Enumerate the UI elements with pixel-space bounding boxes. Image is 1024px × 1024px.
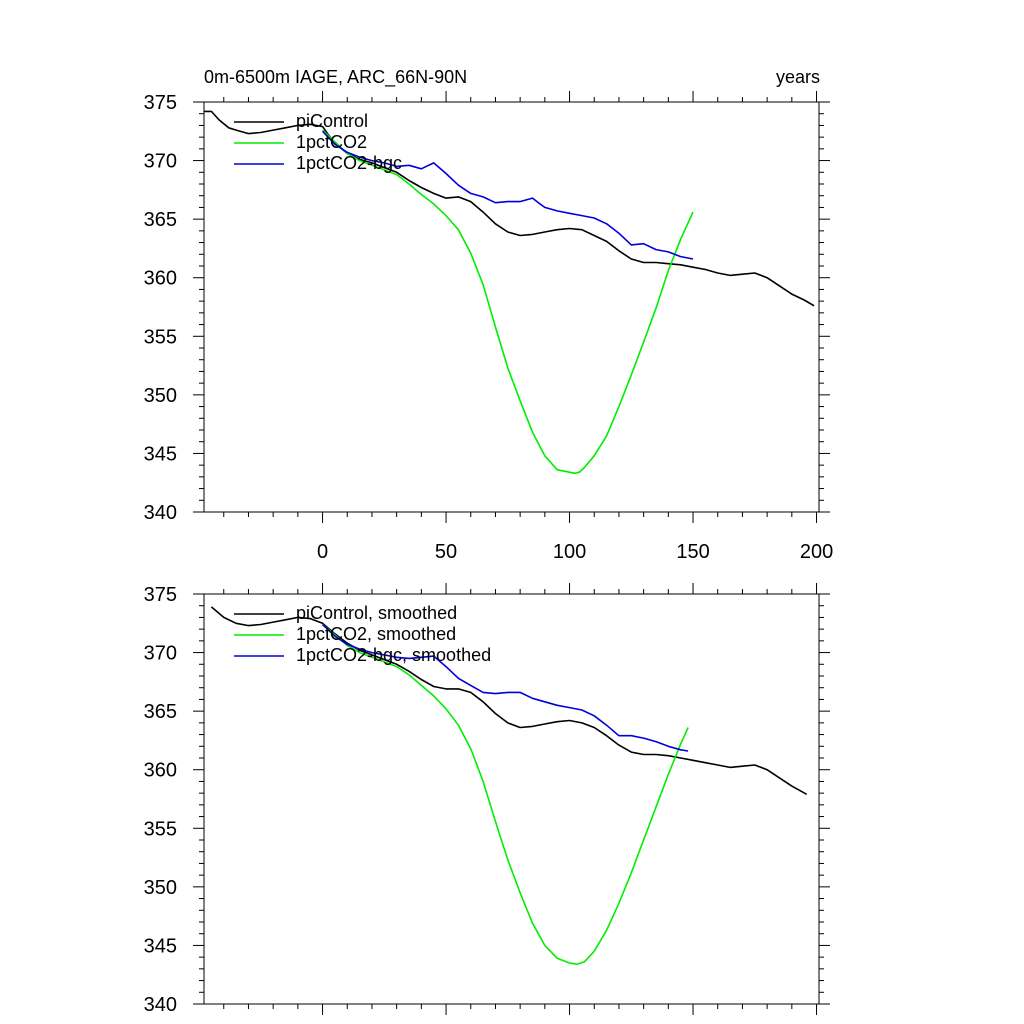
- series-lines: [204, 110, 815, 475]
- legend-label-1: 1pctCO2: [296, 132, 367, 152]
- series-line-0: [204, 110, 815, 307]
- y-tick-label: 360: [144, 760, 177, 782]
- x-tick-label: 150: [676, 541, 709, 563]
- series-line-2: [322, 130, 694, 260]
- series-line-1: [322, 129, 694, 475]
- y-tick-label: 355: [144, 818, 177, 840]
- y-tick-label: 345: [144, 935, 177, 957]
- series-line-0: [210, 606, 808, 796]
- y-tick-label: 345: [144, 443, 177, 465]
- y-tick-label: 375: [144, 584, 177, 606]
- y-tick-label: 350: [144, 877, 177, 899]
- legend-label-2: 1pctCO2-bgc, smoothed: [296, 645, 491, 665]
- axis-ticks: [193, 91, 830, 523]
- plot-frame: [203, 101, 820, 513]
- chart-title: 0m-6500m IAGE, ARC_66N-90N: [204, 67, 467, 88]
- series-lines: [210, 606, 808, 966]
- legend-label-0: piControl, smoothed: [296, 603, 457, 623]
- y-tick-label: 375: [144, 92, 177, 114]
- y-tick-label: 365: [144, 209, 177, 231]
- x-tick-label: 0: [317, 541, 328, 563]
- y-tick-label: 350: [144, 385, 177, 407]
- y-tick-label: 365: [144, 701, 177, 723]
- x-tick-label: 100: [553, 541, 586, 563]
- legend-label-1: 1pctCO2, smoothed: [296, 624, 456, 644]
- x-axis-labels: 0 50 100 150 200: [317, 541, 833, 563]
- y-tick-label: 340: [144, 994, 177, 1016]
- series-line-2: [322, 623, 689, 752]
- top-panel: 0m-6500m IAGE, ARC_66N-90N years 3403453…: [144, 67, 834, 563]
- y-axis-labels: 340 345 350 355 360 365 370 375: [144, 92, 177, 524]
- y-tick-label: 355: [144, 326, 177, 348]
- y-tick-label: 370: [144, 151, 177, 173]
- y-tick-label: 340: [144, 502, 177, 524]
- series-line-1: [322, 623, 689, 966]
- legend-label-2: 1pctCO2-bgc: [296, 153, 402, 173]
- legend-label-0: piControl: [296, 111, 368, 131]
- x-tick-label: 200: [800, 541, 833, 563]
- y-axis-labels: 340 345 350 355 360 365 370 375: [144, 584, 177, 1016]
- x-tick-label: 50: [435, 541, 457, 563]
- title-right-label: years: [776, 67, 820, 87]
- y-tick-label: 360: [144, 268, 177, 290]
- plot-frame: [203, 593, 820, 1005]
- y-tick-label: 370: [144, 643, 177, 665]
- bottom-panel: 340 345 350 355 360 365 370 375 piControl, smoo…: [144, 583, 830, 1016]
- axis-ticks: [193, 583, 830, 1015]
